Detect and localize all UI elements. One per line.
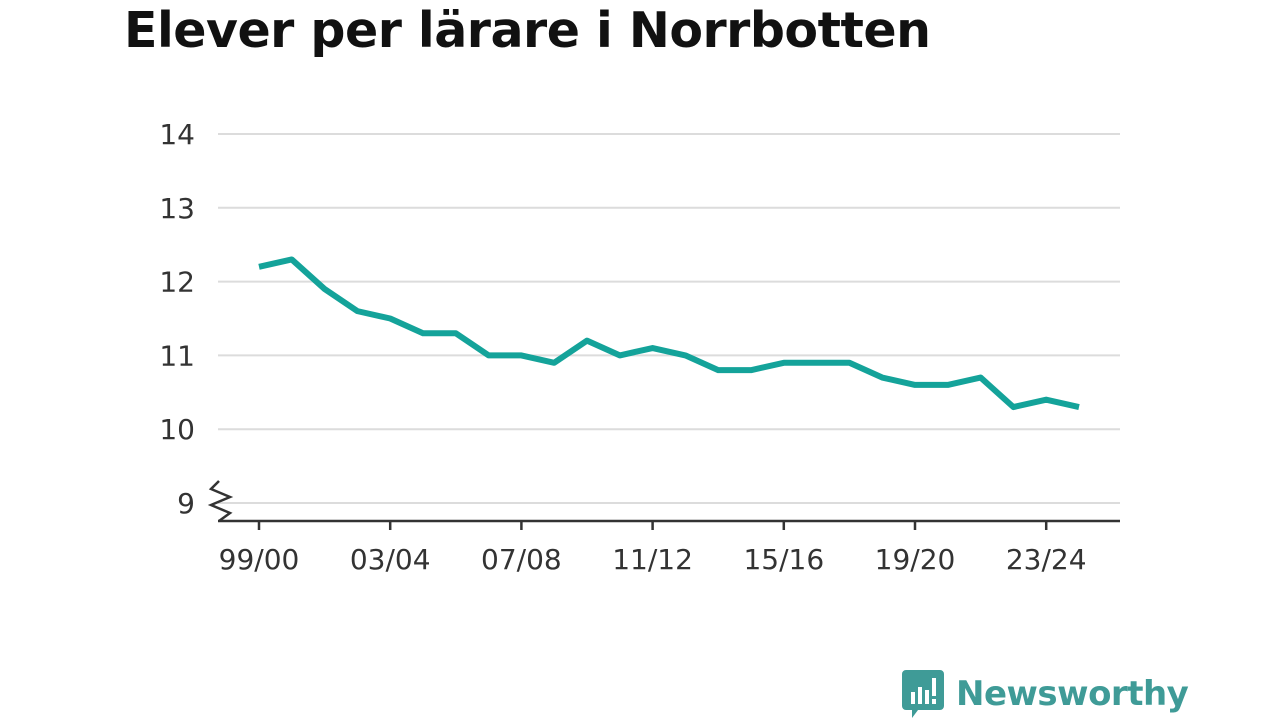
y-tick-label: 10	[159, 413, 195, 446]
x-tick-label: 99/00	[219, 543, 300, 576]
brand-name: Newsworthy	[956, 674, 1189, 714]
x-tick-label: 03/04	[350, 543, 431, 576]
x-tick-label: 19/20	[875, 543, 956, 576]
brand-logo: Newsworthy	[902, 670, 1189, 718]
x-tick-label: 23/24	[1006, 543, 1087, 576]
x-tick-label: 11/12	[612, 543, 693, 576]
y-tick-label: 13	[159, 192, 195, 225]
x-tick-label: 07/08	[481, 543, 562, 576]
y-tick-label: 9	[177, 487, 195, 520]
chart-title: Elever per lärare i Norrbotten	[124, 2, 931, 59]
series-line	[258, 256, 1080, 411]
y-tick-label: 12	[159, 266, 195, 299]
axis-break-icon	[207, 480, 234, 523]
bar-chart-speech-bubble-icon	[902, 670, 944, 718]
y-tick-label: 14	[159, 118, 195, 151]
x-tick-label: 15/16	[743, 543, 824, 576]
y-tick-label: 11	[159, 339, 195, 372]
